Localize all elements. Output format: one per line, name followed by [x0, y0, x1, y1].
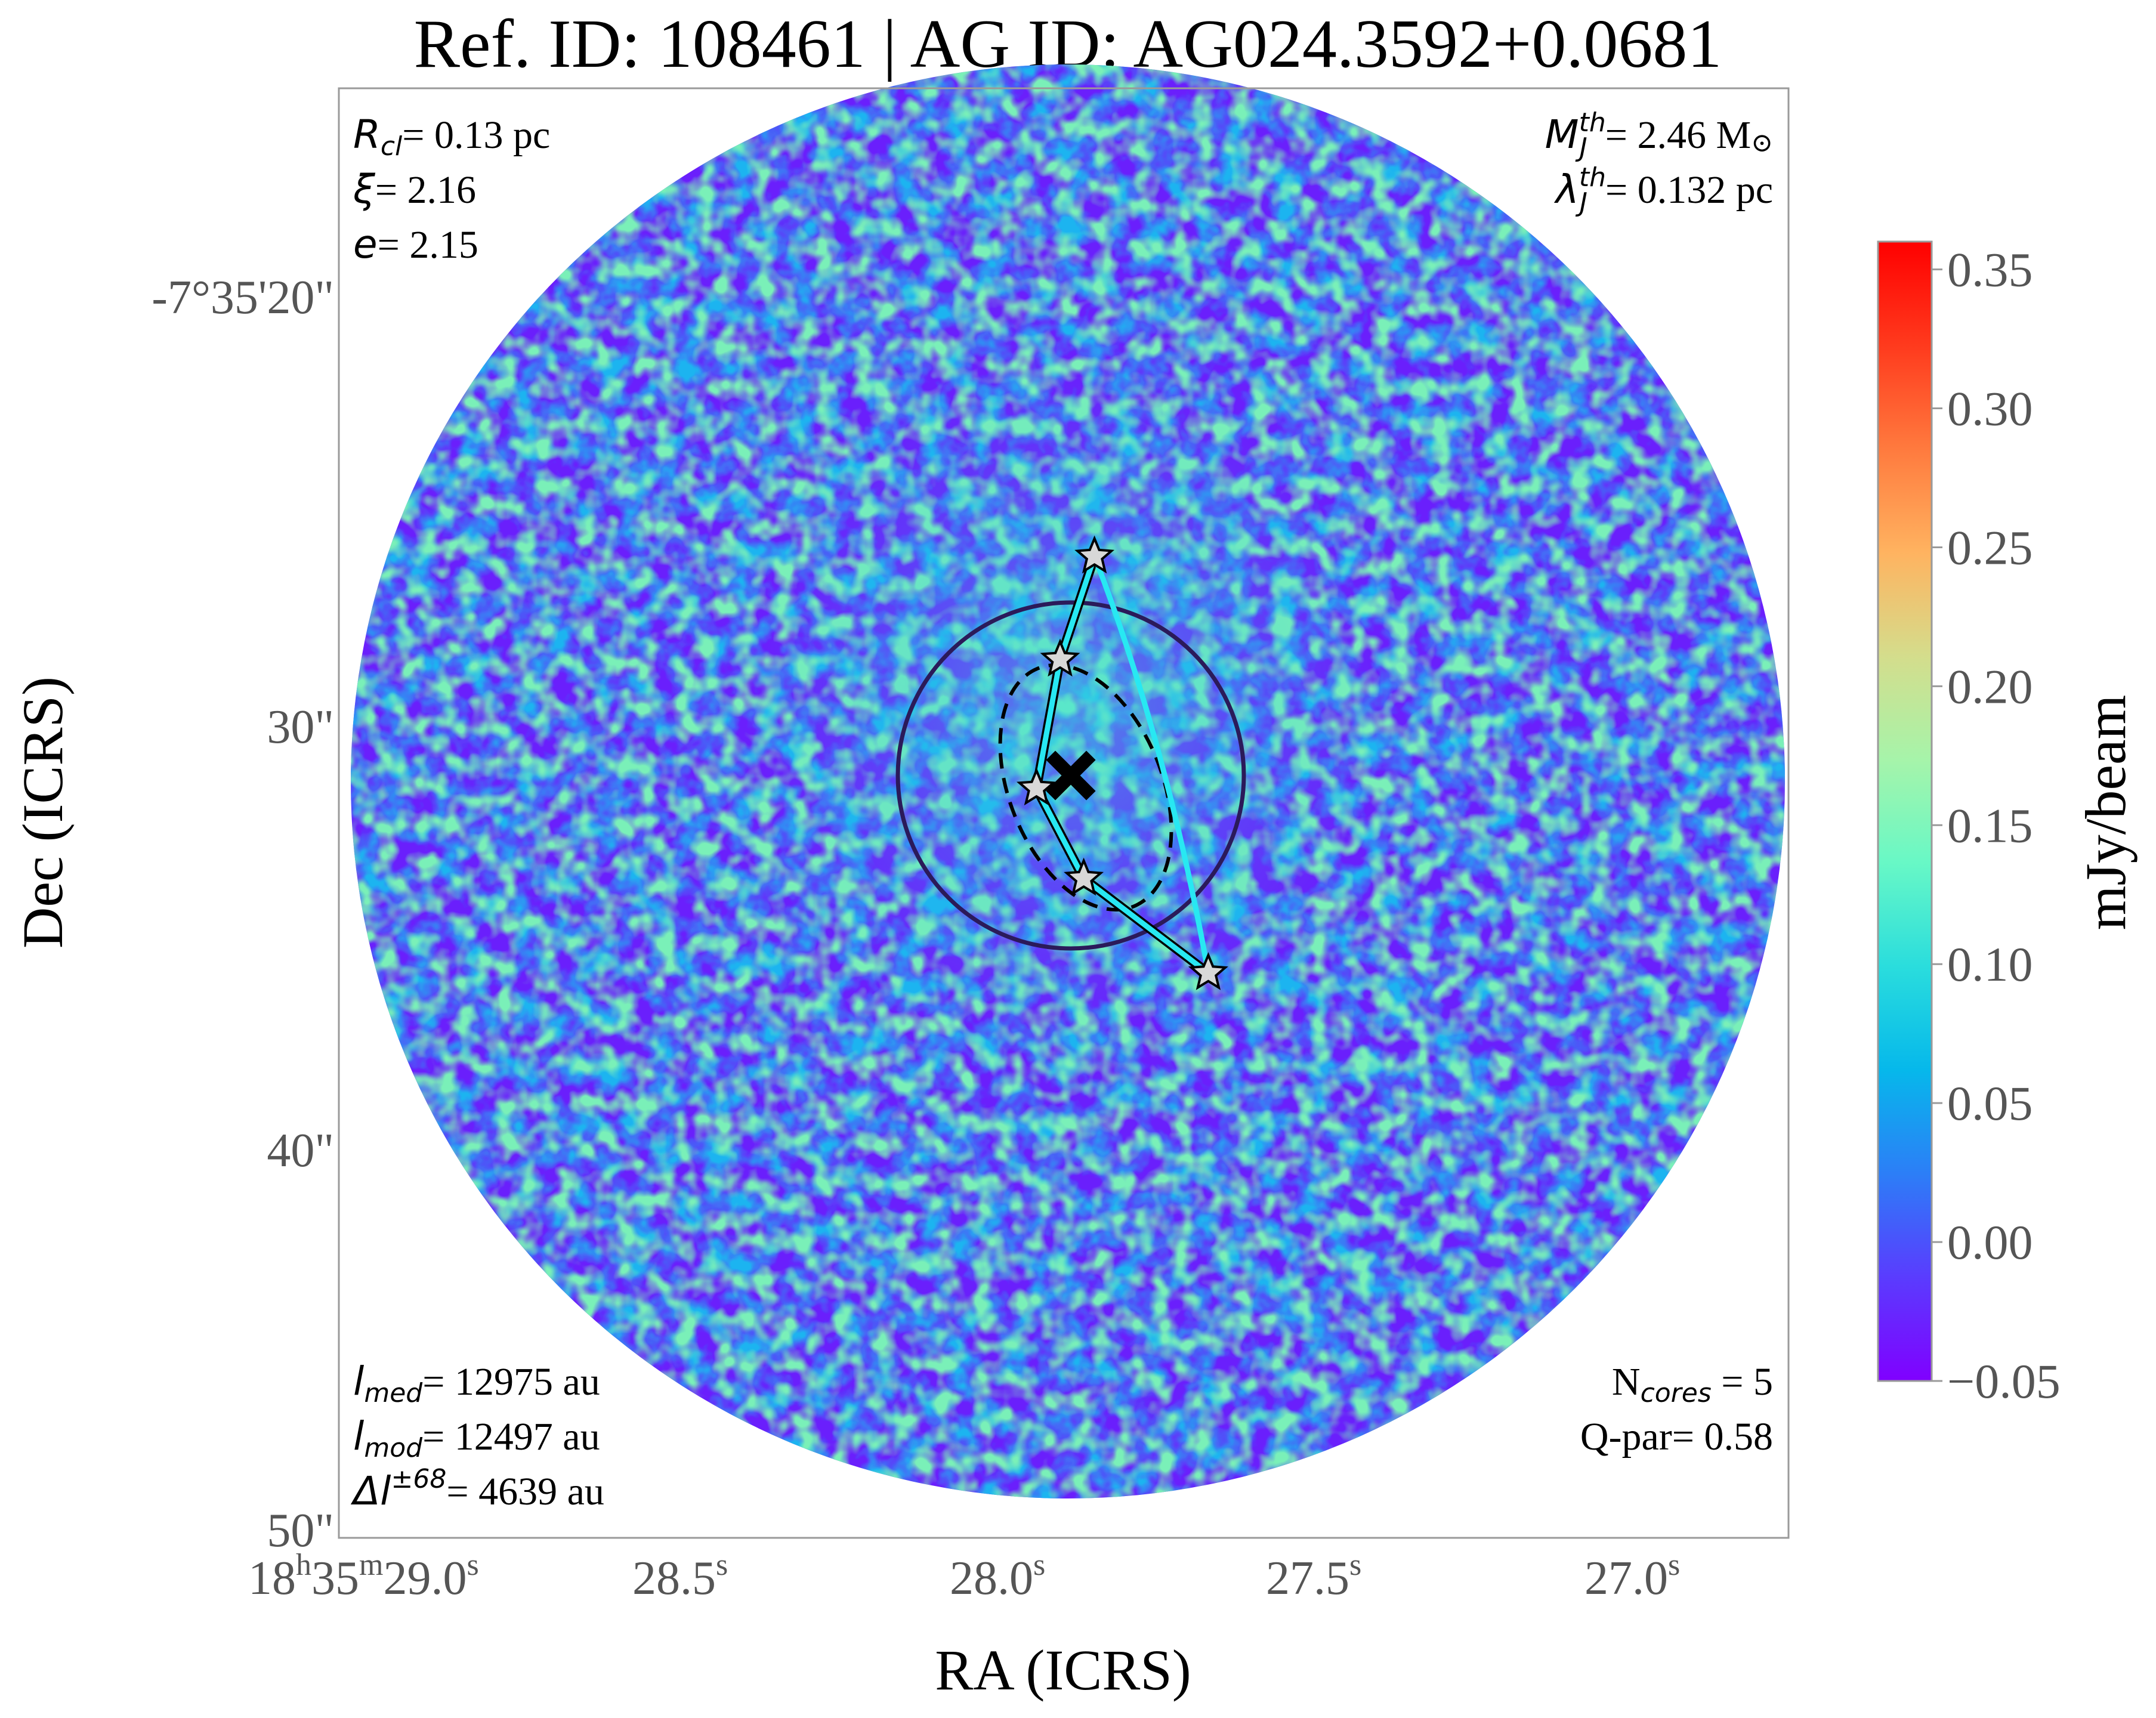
delta-l-symbol: Δl [350, 1468, 391, 1514]
colorbar-tick-label: 0.05 [1947, 1076, 2033, 1130]
e-value: = 2.15 [378, 223, 478, 267]
x-tick-label: 28.0s [950, 1548, 1045, 1605]
annotation-r-cl: Rcl= 0.13 pc [353, 112, 550, 162]
x-tick-part: 29.0 [383, 1552, 467, 1605]
l-med-symbol: l [353, 1358, 365, 1404]
colorbar-tick-label: 0.20 [1947, 659, 2033, 713]
x-tick-part: 28.0 [950, 1552, 1033, 1605]
x-tick-part: h [296, 1548, 311, 1582]
annotation-l-mod: lmod= 12497 au [353, 1413, 600, 1463]
n-cores-sub: cores [1641, 1378, 1712, 1408]
r-cl-symbol: R [353, 112, 381, 157]
annotation-xi: ξ= 2.16 [353, 166, 476, 212]
y-tick-label: 50" [267, 1504, 334, 1557]
l-mod-symbol: l [353, 1413, 365, 1459]
colorbar-gradient [1877, 240, 1933, 1382]
x-tick-label: 27.0s [1584, 1548, 1680, 1605]
lj-value: = 0.132 pc [1605, 168, 1773, 212]
annotation-delta-l: Δl±68= 4639 au [350, 1464, 604, 1514]
l-med-sub: med [364, 1378, 423, 1408]
y-tick-label: -7°35'20" [152, 271, 334, 324]
colorbar-tick-label: 0.15 [1947, 798, 2033, 852]
x-tick-part: s [1033, 1548, 1045, 1582]
core-star-marker [1074, 535, 1115, 574]
y-axis-label: Dec (ICRS) [11, 676, 75, 948]
x-axis: 18h35m29.0s 28.5s 28.0s 27.5s 27.0s RA (… [248, 1548, 1680, 1702]
x-tick-label: 27.5s [1266, 1548, 1361, 1605]
annotation-n-cores: Ncores = 5 [1612, 1360, 1773, 1408]
core-star-marker [1016, 767, 1057, 806]
mst-edge [1033, 657, 1063, 792]
annotation-q-par: Q-par= 0.58 [1580, 1415, 1773, 1459]
annotation-e: e= 2.15 [353, 221, 478, 267]
central-emission [758, 370, 1378, 1038]
colorbar-tick-label: 0.00 [1947, 1215, 2033, 1269]
x-tick-label: 18h35m29.0s [248, 1548, 479, 1605]
annotations: Rcl= 0.13 pc ξ= 2.16 e= 2.15 Mth J = 2.46 … [350, 107, 1773, 1514]
x-tick-part: 28.5 [632, 1552, 716, 1605]
x-tick-part: 27.5 [1266, 1552, 1349, 1605]
clump-radius-circle [895, 600, 1246, 951]
colorbar-ticks: 0.35 0.30 0.25 0.20 0.15 0.10 0.05 0.00 −0.05 [1932, 243, 2061, 1408]
y-axis: -7°35'20" 30" 40" 50" Dec (ICRS) [11, 271, 334, 1557]
mst-edge [1033, 786, 1087, 882]
delta-l-sup: ±68 [391, 1464, 447, 1494]
plot-frame [338, 87, 1790, 1539]
mj-symbol: M [1545, 112, 1579, 157]
overlay-layer [895, 535, 1246, 990]
l-mod-sub: mod [364, 1433, 423, 1463]
xi-symbol: ξ [353, 166, 376, 212]
clump-center-marker [1046, 750, 1096, 801]
x-tick-label: 28.5s [632, 1548, 728, 1605]
x-tick-part: m [359, 1548, 383, 1582]
mst-edge [1057, 554, 1098, 663]
core-star-marker [1188, 951, 1228, 990]
l-mod-value: = 12497 au [422, 1415, 600, 1459]
mj-value: = 2.46 M [1605, 113, 1751, 157]
r-cl-sub: cl [381, 131, 403, 162]
fitted-ellipse [998, 663, 1173, 912]
r-cl-value: = 0.13 pc [402, 113, 550, 157]
lj-symbol: λ [1554, 166, 1579, 212]
x-tick-part: s [716, 1548, 728, 1582]
annotation-lj: λth J = 0.132 pc [1554, 162, 1773, 218]
mj-sup: th [1579, 107, 1606, 138]
core-star-marker [1040, 638, 1080, 677]
colorbar-tick-label: 0.10 [1947, 937, 2033, 991]
colorbar-tick-label: 0.30 [1947, 382, 2033, 436]
colorbar-tick-label: −0.05 [1947, 1354, 2061, 1408]
xi-value: = 2.16 [375, 168, 476, 212]
colorbar-tick-label: 0.25 [1947, 520, 2033, 574]
core-star-marker [1064, 857, 1104, 896]
mst-closing-edge [1092, 554, 1211, 976]
lj-sup: th [1579, 162, 1606, 193]
mst-edge [1081, 876, 1211, 976]
x-tick-part: s [1668, 1548, 1680, 1582]
delta-l-value: = 4639 au [446, 1470, 604, 1513]
y-tick-label: 40" [267, 1124, 334, 1177]
annotation-mj: Mth J = 2.46 M⊙ [1545, 107, 1773, 163]
n-cores-prefix: N [1612, 1360, 1641, 1404]
x-tick-part: 18 [248, 1552, 296, 1605]
colorbar: 0.35 0.30 0.25 0.20 0.15 0.10 0.05 0.00 −0.05 mJ… [1877, 240, 2138, 1408]
x-tick-part: 27.0 [1584, 1552, 1668, 1605]
x-tick-part: s [467, 1548, 478, 1582]
e-symbol: e [353, 221, 378, 267]
colorbar-label: mJy/beam [2074, 695, 2138, 931]
x-axis-label: RA (ICRS) [935, 1638, 1191, 1702]
colorbar-tick-label: 0.35 [1947, 243, 2033, 297]
annotation-l-med: lmed= 12975 au [353, 1358, 600, 1408]
x-tick-part: s [1349, 1548, 1361, 1582]
mj-unit: ⊙ [1751, 128, 1773, 157]
l-med-value: = 12975 au [422, 1360, 600, 1404]
y-tick-label: 30" [267, 701, 334, 753]
x-tick-part: 35 [311, 1552, 359, 1605]
n-cores-value: = 5 [1712, 1360, 1773, 1404]
